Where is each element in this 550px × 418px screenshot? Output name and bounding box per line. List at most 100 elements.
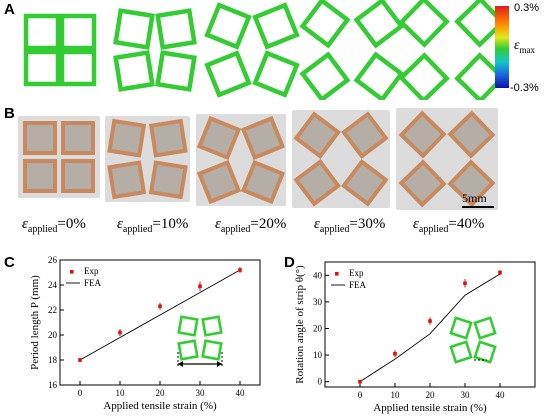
mesh-area xyxy=(153,164,184,195)
exp-point xyxy=(158,304,162,309)
fea-simulation-row xyxy=(23,0,506,100)
fea-square xyxy=(398,0,450,48)
strain-symbol: ε xyxy=(215,216,221,232)
x-tick-label: 0 xyxy=(358,390,363,400)
fea-square xyxy=(155,8,197,50)
fea-square xyxy=(59,13,97,51)
fea-square xyxy=(299,0,351,49)
fea-square xyxy=(155,50,197,92)
y-axis-label: Rotation angle of strip θ(°) xyxy=(294,265,306,384)
x-tick-label: 20 xyxy=(156,388,166,398)
mesh-area xyxy=(65,125,91,151)
exp-point xyxy=(498,270,502,275)
mesh-area xyxy=(346,164,384,202)
colorbar-min-label: -0.3% xyxy=(510,82,539,94)
photo-strain-0 xyxy=(18,116,100,198)
exp-point xyxy=(118,330,122,335)
x-tick-label: 0 xyxy=(78,388,83,398)
strain-label-10: εapplied=10% xyxy=(117,216,188,235)
photo-strain-20 xyxy=(196,114,286,206)
fea-square xyxy=(353,0,405,49)
y-tick-label: 30 xyxy=(313,297,323,307)
photo-strain-40 xyxy=(396,108,498,210)
colorbar xyxy=(495,6,509,88)
mesh-area xyxy=(27,163,53,189)
photo-cells-0 xyxy=(23,121,95,193)
fea-square xyxy=(204,50,252,98)
strain-value: =0% xyxy=(57,216,86,232)
fea-square xyxy=(113,50,155,92)
fea-configuration xyxy=(23,13,97,87)
fea-configuration xyxy=(299,0,405,100)
fea-square xyxy=(454,52,506,100)
fea-square xyxy=(353,51,405,100)
y-tick-label: 26 xyxy=(48,255,58,265)
x-tick-label: 30 xyxy=(461,390,471,400)
fea-configuration xyxy=(204,2,300,98)
photo-cells-30 xyxy=(293,111,389,207)
inset-square xyxy=(473,340,497,364)
strain-label-30: εapplied=30% xyxy=(314,216,385,235)
chart-period-length: 0 10 20 30 40 16 18 20 22 24 26 Applied tensile str… xyxy=(29,255,261,412)
chart-rotation-angle: 0 10 20 30 40 0 10 20 30 40 Applied tensile strain… xyxy=(294,261,536,414)
inset-square xyxy=(473,316,497,340)
y-tick-label: 10 xyxy=(313,350,323,360)
mesh-area xyxy=(404,165,441,202)
fea-line xyxy=(359,273,501,383)
mesh-area xyxy=(298,164,336,202)
mesh-area xyxy=(346,116,384,154)
mesh-area xyxy=(453,165,490,202)
strain-label-20: εapplied=20% xyxy=(215,216,286,235)
photo-strain-30 xyxy=(292,110,390,208)
colorbar-max-label: 0.3% xyxy=(514,2,540,14)
strain-sub: applied xyxy=(319,224,350,235)
y-tick-label: 0 xyxy=(318,377,323,387)
fea-square xyxy=(252,50,300,98)
scale-bar-label: 5mm xyxy=(462,191,487,205)
strain-sub: applied xyxy=(418,224,449,235)
fea-configuration xyxy=(398,0,506,100)
exp-point xyxy=(393,351,397,356)
fea-square xyxy=(59,49,97,87)
legend-exp-marker xyxy=(70,270,74,274)
strain-sub: applied xyxy=(122,224,153,235)
fea-square xyxy=(23,49,61,87)
x-tick-label: 10 xyxy=(391,390,401,400)
y-tick-label: 40 xyxy=(313,270,323,280)
y-tick-label: 16 xyxy=(48,380,58,390)
panel-label-b: B xyxy=(4,105,15,122)
strain-value: =20% xyxy=(250,216,287,232)
mesh-area xyxy=(153,123,184,154)
exp-point xyxy=(238,268,242,272)
y-tick-label: 20 xyxy=(48,330,58,340)
x-axis-label: Applied tensile strain (%) xyxy=(373,402,487,414)
inset-square xyxy=(449,316,473,340)
legend-exp-label: Exp xyxy=(349,268,364,278)
strain-sub: applied xyxy=(27,224,58,235)
inset-square xyxy=(177,339,199,361)
panel-label-c: C xyxy=(4,254,15,271)
x-tick-label: 10 xyxy=(116,388,126,398)
legend-exp-label: Exp xyxy=(84,266,99,276)
mesh-area xyxy=(202,165,236,199)
x-tick-label: 40 xyxy=(236,388,246,398)
photo-cells-20 xyxy=(196,115,286,205)
x-tick-label: 30 xyxy=(196,388,206,398)
strain-symbol: ε xyxy=(22,216,28,232)
x-tick-label: 20 xyxy=(426,390,436,400)
strain-value: =10% xyxy=(152,216,189,232)
strain-value: =40% xyxy=(448,216,485,232)
panel-label-d: D xyxy=(284,254,295,271)
strain-label-40: εapplied=40% xyxy=(413,216,484,235)
strain-symbol: ε xyxy=(413,216,419,232)
x-tick-label: 40 xyxy=(496,390,506,400)
legend-fea-label: FEA xyxy=(84,278,102,288)
legend-fea-label: FEA xyxy=(349,280,367,290)
strain-label-0: εapplied=0% xyxy=(22,216,86,235)
fea-configuration xyxy=(113,8,197,92)
mesh-area xyxy=(202,121,236,155)
panel-label-a: A xyxy=(4,1,15,18)
y-tick-label: 20 xyxy=(313,323,323,333)
fea-square xyxy=(23,13,61,51)
fea-square xyxy=(204,2,252,50)
